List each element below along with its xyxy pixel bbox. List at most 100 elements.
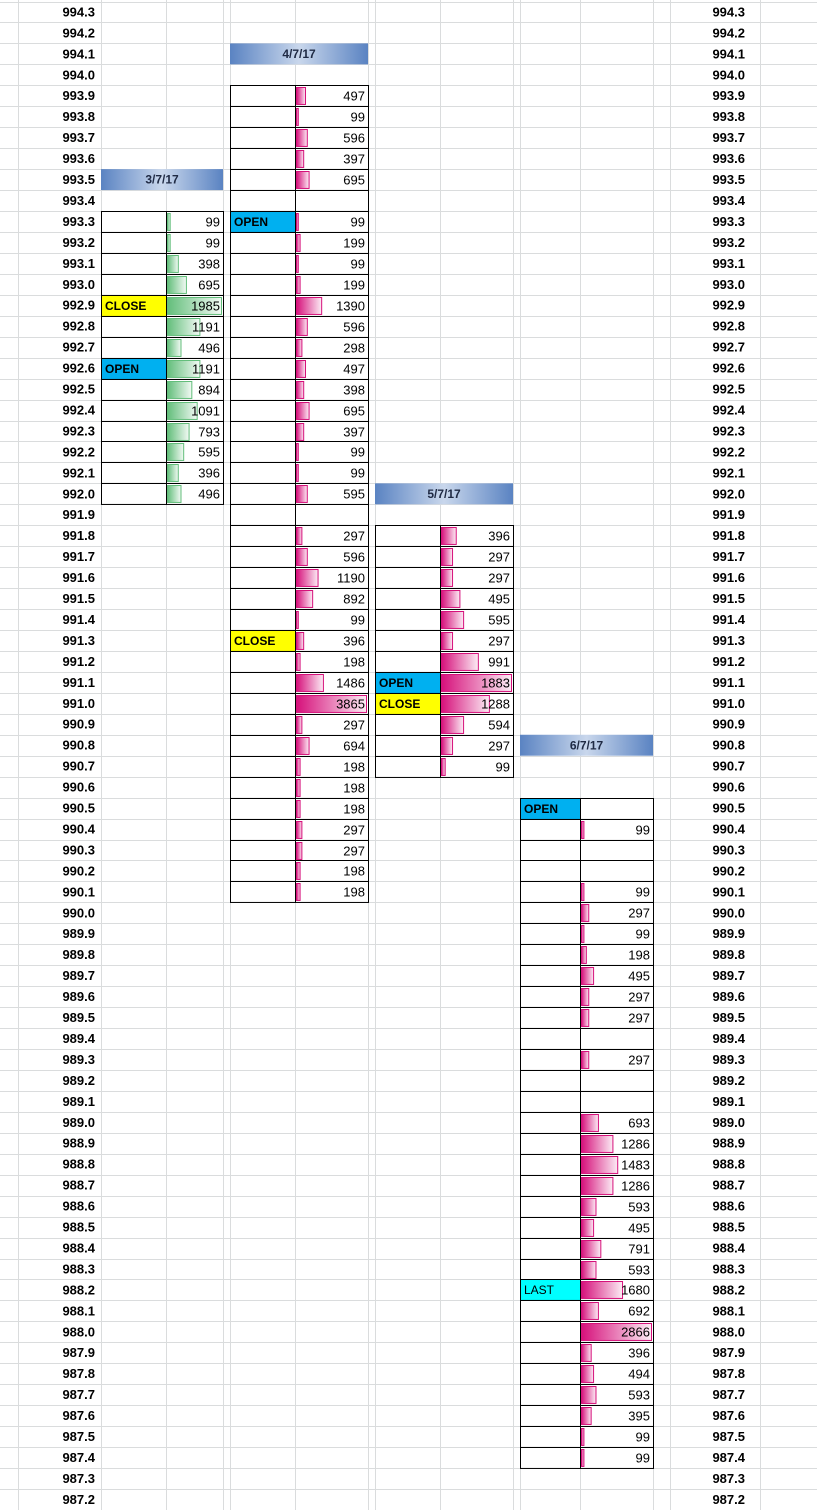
volume-value: 595: [488, 612, 510, 627]
price-label: 991.7: [62, 549, 95, 564]
price-label: 988.5: [712, 1220, 745, 1235]
data-bar: [441, 716, 465, 734]
label-cell: [230, 881, 296, 903]
price-label: 994.3: [62, 4, 95, 19]
row-label: CLOSE: [379, 697, 420, 711]
label-cell: [230, 819, 296, 841]
volume-value: 99: [636, 884, 650, 899]
price-label: 989.2: [62, 1073, 95, 1088]
data-bar: [296, 653, 301, 671]
price-label: 994.0: [62, 67, 95, 82]
data-bar: [296, 485, 308, 503]
label-cell: [101, 232, 167, 254]
price-label: 989.4: [712, 1031, 745, 1046]
label-cell: [520, 1007, 581, 1029]
price-label: 988.2: [62, 1282, 95, 1297]
label-cell: [101, 483, 167, 505]
data-bar: [167, 318, 201, 336]
price-label: 993.7: [62, 130, 95, 145]
date-header: [101, 169, 223, 191]
data-bar: [167, 485, 182, 503]
price-label: 989.5: [712, 1010, 745, 1025]
price-label: 992.8: [712, 319, 745, 334]
price-label: 992.5: [62, 382, 95, 397]
volume-value: 1191: [192, 361, 220, 376]
price-label: 990.3: [712, 842, 745, 857]
price-label: 991.9: [62, 507, 95, 522]
label-cell: [375, 756, 441, 778]
price-label: 989.4: [62, 1031, 95, 1046]
price-label: 992.4: [62, 402, 95, 417]
data-bar: [296, 464, 299, 482]
label-cell: [520, 840, 581, 862]
price-label: 989.9: [62, 926, 95, 941]
price-label: 991.7: [712, 549, 745, 564]
price-label: 990.4: [62, 821, 95, 836]
volume-value: 99: [351, 612, 365, 627]
data-bar: [581, 1449, 585, 1467]
price-label: 991.0: [712, 696, 745, 711]
volume-value: 297: [343, 717, 365, 732]
price-label: 989.3: [62, 1052, 95, 1067]
label-cell: [230, 441, 296, 463]
price-label: 990.7: [712, 759, 745, 774]
price-label: 987.5: [712, 1429, 745, 1444]
label-cell: [230, 798, 296, 820]
price-label: 989.6: [712, 989, 745, 1004]
volume-value: 199: [343, 277, 365, 292]
price-label: 992.6: [712, 361, 745, 376]
label-cell: [101, 379, 167, 401]
label-cell: [101, 274, 167, 296]
volume-value: 397: [343, 151, 365, 166]
volume-value: 595: [343, 486, 365, 501]
volume-value: 695: [343, 172, 365, 187]
volume-value: 593: [628, 1387, 650, 1402]
volume-value: 1286: [621, 1178, 650, 1193]
label-cell: [375, 567, 441, 589]
price-label: 990.8: [62, 738, 95, 753]
volume-value: 593: [628, 1199, 650, 1214]
date-header: [520, 734, 653, 756]
label-cell: [375, 525, 441, 547]
data-bar: [296, 758, 301, 776]
price-label: 988.0: [62, 1324, 95, 1339]
volume-value: 99: [351, 465, 365, 480]
label-cell: [230, 525, 296, 547]
volume-value: 198: [343, 780, 365, 795]
price-label: 987.8: [62, 1366, 95, 1381]
volume-value: 99: [636, 1429, 650, 1444]
date-header: [375, 483, 513, 505]
label-cell: [230, 693, 296, 715]
price-label: 987.2: [712, 1492, 745, 1507]
label-cell: [230, 379, 296, 401]
price-label: 991.1: [712, 675, 745, 690]
price-label: 993.0: [62, 277, 95, 292]
label-cell: [101, 211, 167, 233]
row-label: OPEN: [105, 362, 139, 376]
data-bar: [296, 737, 310, 755]
volume-value: 198: [343, 654, 365, 669]
volume-value: 1286: [621, 1136, 650, 1151]
data-bar: [581, 1219, 595, 1237]
data-bar: [296, 695, 367, 713]
value-cell: [295, 190, 369, 212]
data-bar: [167, 360, 201, 378]
data-bar: [441, 527, 457, 545]
label-cell: [230, 295, 296, 317]
price-label: 992.8: [62, 319, 95, 334]
label-cell: [230, 588, 296, 610]
price-label: 991.9: [712, 507, 745, 522]
price-label: 989.5: [62, 1010, 95, 1025]
label-cell: [520, 1112, 581, 1134]
price-label: 987.5: [62, 1429, 95, 1444]
label-cell: [520, 923, 581, 945]
label-cell: [230, 148, 296, 170]
label-cell: [520, 1028, 581, 1050]
price-label: 992.0: [62, 486, 95, 501]
data-bar: [296, 862, 301, 880]
data-bar: [581, 967, 595, 985]
data-bar: [167, 464, 179, 482]
data-bar: [296, 779, 301, 797]
volume-value: 1091: [191, 403, 220, 418]
